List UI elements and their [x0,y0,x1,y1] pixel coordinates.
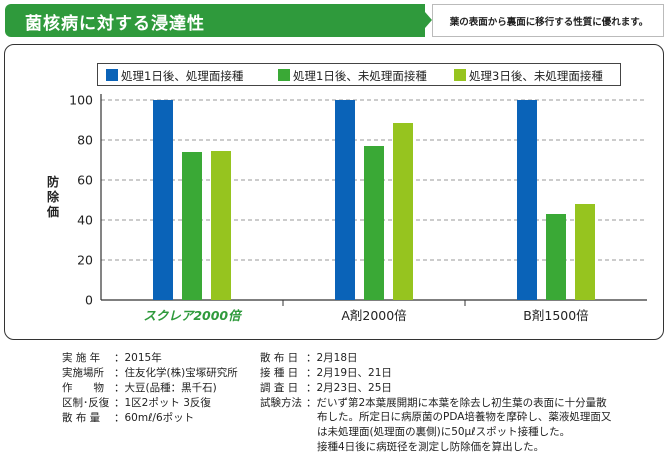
detail-volume: 散 布 量 ：60mℓ/6ポット [62,410,194,425]
detail-place-value: 住友化学(株)宝塚研究所 [124,367,238,379]
detail-crop-value: 大豆(品種：黒千石) [124,382,217,394]
legend-swatch-series-1 [106,69,118,81]
experiment-details: 実 施 年：2015年 実施場所 ：住友化学(株)宝塚研究所 作 物：大豆(品種：… [0,350,668,460]
subtitle-box: 葉の表面から裏面に移行する性質に優れます。 [432,4,664,37]
detail-plots-value: 1区2ポット 3反復 [124,397,211,409]
detail-colon: ： [114,352,125,364]
legend-label-series-3: 処理3日後、未処理面接種 [469,69,603,83]
detail-place: 実施場所 ：住友化学(株)宝塚研究所 [62,365,238,380]
x-tick-label: B剤1500倍 [523,308,588,323]
detail-place-key: 実施場所 [62,367,104,379]
y-tick-label: 20 [77,253,93,268]
detail-plots-key: 区制･反復 [62,397,110,409]
y-tick-label: 40 [77,213,93,228]
y-tick-label: 0 [85,293,93,308]
detail-spray-date-key: 散 布 日 [260,352,299,364]
detail-year-value: 2015年 [124,352,162,364]
chart-legend: 処理1日後、処理面接種 処理1日後、未処理面接種 処理3日後、未処理面接種 [97,63,621,86]
detail-colon: ： [306,367,317,379]
legend-label-series-1: 処理1日後、処理面接種 [121,69,244,83]
bar-3-1 [517,100,537,300]
y-tick-label: 100 [69,93,93,108]
method-line-4: 接種4日後に病斑径を測定し防除価を算出した。 [317,441,545,453]
page-title: 菌核病に対する浸達性 [25,14,205,34]
x-tick-label: A剤2000倍 [341,308,406,323]
detail-year-key: 実 施 年 [62,352,101,364]
page-subtitle: 葉の表面から裏面に移行する性質に優れます。 [449,17,649,28]
detail-colon: ： [114,367,125,379]
detail-colon: ： [114,412,125,424]
bar-1-1 [153,100,173,300]
bar-1-3 [211,151,231,300]
chart-panel: 処理1日後、処理面接種 処理1日後、未処理面接種 処理3日後、未処理面接種 防除… [4,44,664,340]
bar-3-3 [575,204,595,300]
detail-crop-key: 作 物 [62,382,104,394]
title-arrow-decoration [418,4,432,36]
detail-plots: 区制･反復 ：1区2ポット 3反復 [62,395,211,410]
header: 菌核病に対する浸達性 葉の表面から裏面に移行する性質に優れます。 [0,0,668,40]
detail-colon: ： [114,397,125,409]
detail-inoculation-date: 接 種 日 ：2月19日、21日 [260,365,392,380]
detail-survey-date: 調 査 日 ：2月23日、25日 [260,380,392,395]
y-tick-label: 80 [77,133,93,148]
detail-survey-date-key: 調 査 日 [260,382,299,394]
legend-swatch-series-2 [278,69,290,81]
y-axis-label: 防除価 [46,175,59,219]
bar-1-2 [182,152,202,300]
detail-spray-date-value: 2月18日 [316,352,358,364]
bar-2-2 [364,146,384,300]
legend-label-series-2: 処理1日後、未処理面接種 [293,69,427,83]
y-tick-label: 60 [77,173,93,188]
detail-crop: 作 物 ：大豆(品種：黒千石) [62,380,217,395]
detail-spray-date: 散 布 日 ：2月18日 [260,350,358,365]
legend-swatch-series-3 [454,69,466,81]
detail-colon: ： [114,382,125,394]
detail-volume-key: 散 布 量 [62,412,101,424]
detail-inoculation-date-key: 接 種 日 [260,367,299,379]
detail-inoculation-date-value: 2月19日、21日 [316,367,392,379]
bar-chart-plot: 0 20 40 60 80 100 スクレア2000倍 A剤2000倍 B剤1500倍 [69,93,647,323]
detail-volume-value: 60mℓ/6ポット [124,412,195,424]
x-tick-label: スクレア2000倍 [143,308,243,323]
detail-method-value: だいず第2本葉展開期に本葉を除去し初生葉の表面に十分量散 [316,397,607,409]
detail-year: 実 施 年 ：2015年 [62,350,162,365]
detail-method-key: 試験方法 [260,397,302,409]
title-banner: 菌核病に対する浸達性 [5,4,425,37]
method-line-2: 布した。所定日に病原菌のPDA培養物を摩砕し、薬液処理面又 [317,411,612,423]
detail-colon: ： [306,382,317,394]
detail-colon: ： [306,352,317,364]
bar-3-2 [546,214,566,300]
bar-2-3 [393,123,413,300]
bar-2-1 [335,100,355,300]
detail-method: 試験方法 ：だいず第2本葉展開期に本葉を除去し初生葉の表面に十分量散 [260,395,607,410]
method-line-3: は未処理面(処理面の裏側)に50μℓスポット接種した。 [317,426,571,438]
detail-survey-date-value: 2月23日、25日 [316,382,392,394]
detail-method-continued: 布した。所定日に病原菌のPDA培養物を摩砕し、薬液処理面又 は未処理面(処理面の… [317,410,611,455]
detail-colon: ： [306,397,317,409]
